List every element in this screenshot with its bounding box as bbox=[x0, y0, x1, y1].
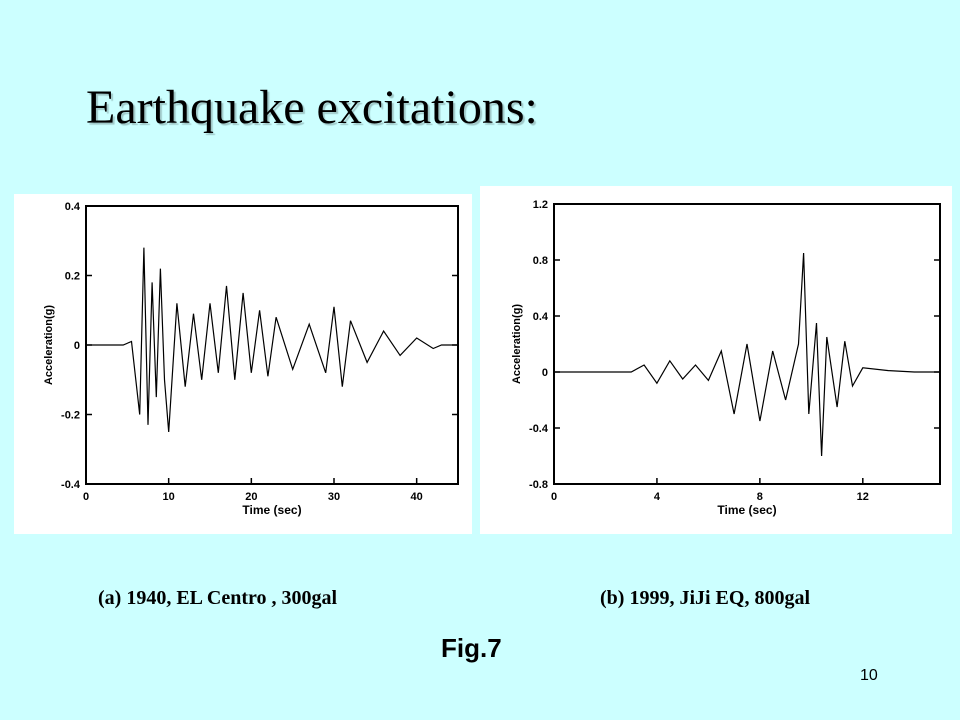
x-axis-label: Time (sec) bbox=[242, 503, 301, 517]
y-tick-label: 0 bbox=[542, 367, 548, 379]
x-tick-label: 0 bbox=[551, 491, 557, 503]
chart-panel-el-centro: 0.4 0.2 0 -0.2 -0.4 0 10 20 30 40 Time (sec) Accele… bbox=[14, 194, 472, 534]
x-tick-label: 4 bbox=[654, 491, 661, 503]
x-tick-label: 10 bbox=[163, 491, 175, 503]
slide-title: Earthquake excitations: bbox=[86, 81, 538, 134]
y-tick-label: -0.8 bbox=[529, 479, 548, 491]
acceleration-series-line bbox=[86, 247, 458, 432]
y-axis-label: Acceleration(g) bbox=[511, 304, 523, 384]
x-axis-label: Time (sec) bbox=[717, 503, 776, 517]
y-tick-label: -0.4 bbox=[529, 423, 549, 435]
x-tick-label: 8 bbox=[757, 491, 763, 503]
chart-panel-jiji: 1.2 0.8 0.4 0 -0.4 -0.8 0 4 8 12 Time (sec) Acceler… bbox=[480, 186, 952, 534]
acceleration-series-line bbox=[554, 252, 940, 457]
page-number: 10 bbox=[860, 667, 878, 684]
x-tick-label: 12 bbox=[857, 491, 869, 503]
caption-jiji: (b) 1999, JiJi EQ, 800gal bbox=[600, 587, 811, 609]
y-tick-label: 0.4 bbox=[65, 201, 81, 213]
y-tick-label: 0.4 bbox=[533, 311, 549, 323]
x-tick-label: 30 bbox=[328, 491, 340, 503]
y-tick-label: 1.2 bbox=[533, 199, 548, 211]
caption-el-centro: (a) 1940, EL Centro , 300gal bbox=[98, 587, 338, 609]
y-tick-label: 0.2 bbox=[65, 271, 80, 283]
plot-frame bbox=[553, 203, 941, 485]
x-tick-label: 0 bbox=[83, 491, 89, 503]
y-tick-label: 0 bbox=[74, 340, 80, 352]
y-tick-label: -0.4 bbox=[61, 479, 81, 491]
y-tick-label: -0.2 bbox=[61, 410, 80, 422]
y-tick-label: 0.8 bbox=[533, 255, 548, 267]
x-tick-label: 20 bbox=[245, 491, 257, 503]
figure-label: Fig.7 bbox=[441, 633, 502, 663]
x-tick-label: 40 bbox=[411, 491, 423, 503]
y-axis-label: Acceleration(g) bbox=[43, 305, 55, 385]
